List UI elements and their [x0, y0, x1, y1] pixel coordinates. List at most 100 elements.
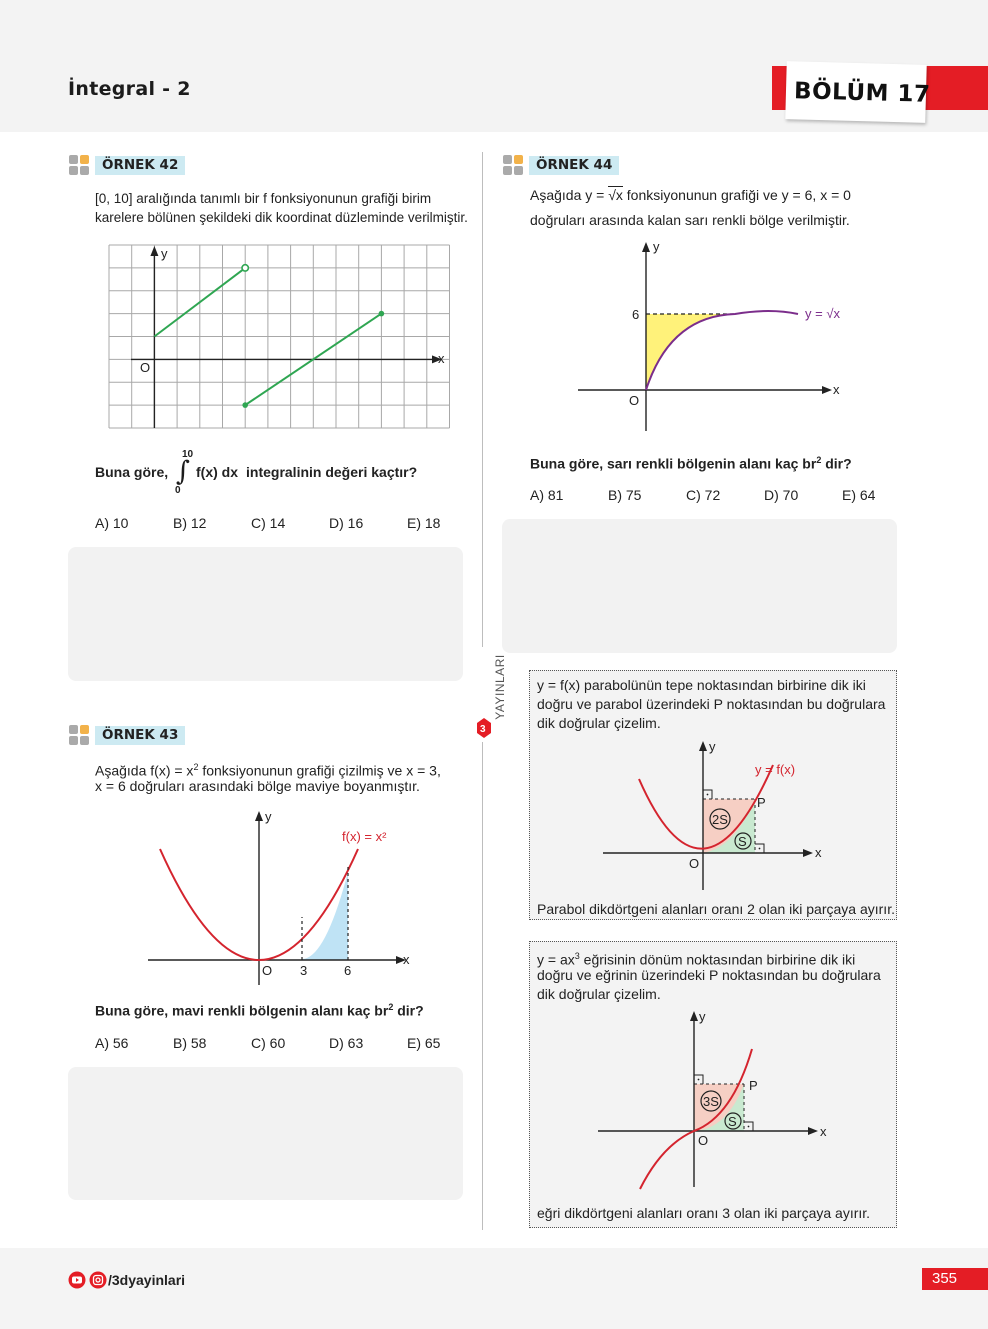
- info-box-parabola: [529, 670, 897, 920]
- label-s: S: [738, 834, 747, 849]
- origin-label: O: [629, 393, 639, 408]
- info1-text-2: doğru ve parabol üzerindeki P noktasında…: [537, 696, 886, 712]
- option-b[interactable]: B) 75: [608, 487, 642, 503]
- chapter-title: İntegral - 2: [68, 78, 191, 100]
- info2-text-2: doğru ve eğrinin üzerindeki P noktasında…: [537, 967, 881, 983]
- example-43-text-1: Aşağıda f(x) = x2 fonksiyonunun grafiği …: [95, 762, 441, 779]
- x-axis-label: x: [815, 845, 822, 860]
- example-tag: ÖRNEK 43: [95, 725, 186, 745]
- info2-text-3: dik doğrular çizelim.: [537, 986, 661, 1002]
- grid-lines: [108, 244, 450, 429]
- option-c[interactable]: C) 14: [251, 515, 286, 531]
- social-handle[interactable]: /3dyayinlari: [68, 1271, 185, 1289]
- y-axis-label: y: [699, 1009, 706, 1024]
- option-a[interactable]: A) 10: [95, 515, 129, 531]
- tick-6: 6: [632, 307, 639, 322]
- option-e[interactable]: E) 64: [842, 487, 876, 503]
- option-d[interactable]: D) 63: [329, 1035, 364, 1051]
- column-divider: [482, 742, 483, 1230]
- example-43-label: ÖRNEK 43: [68, 724, 186, 746]
- x-axis-arrow: [432, 355, 442, 364]
- origin-label: O: [140, 360, 150, 375]
- example-43-graph: y x O 3 6 f(x) = x²: [148, 809, 410, 985]
- option-c[interactable]: C) 60: [251, 1035, 286, 1051]
- option-c[interactable]: C) 72: [686, 487, 721, 503]
- label-2s-circle: [709, 808, 731, 830]
- parabola: [159, 848, 359, 961]
- label-s-circle: [724, 1112, 742, 1130]
- example-tag: ÖRNEK 42: [95, 155, 186, 175]
- page-number: 355: [932, 1270, 958, 1287]
- point-p-label: P: [757, 795, 766, 810]
- example-tag: ÖRNEK 44: [529, 155, 620, 175]
- open-endpoint: [241, 263, 250, 272]
- integrand: f(x) dx: [196, 464, 238, 480]
- blue-region: [302, 872, 348, 960]
- y-axis-arrow: [690, 1011, 698, 1021]
- origin-label: O: [689, 856, 699, 871]
- graph-segment-2: [244, 312, 382, 406]
- x-axis-arrow: [803, 849, 813, 857]
- info2-graph: 3S S y x O P: [598, 1009, 827, 1190]
- curve-label: y = √x: [805, 306, 840, 321]
- cubic-curve: [639, 1048, 753, 1190]
- publisher-label: YAYINLARI: [493, 654, 507, 720]
- example-44-text-2: doğruları arasında kalan sarı renkli böl…: [530, 212, 850, 228]
- integral-upper-bound: 10: [182, 449, 194, 460]
- option-b[interactable]: B) 12: [173, 515, 207, 531]
- closed-endpoint-2: [378, 310, 385, 317]
- info1-text-1: y = f(x) parabolünün tepe noktasından bi…: [537, 677, 866, 693]
- option-a[interactable]: A) 56: [95, 1035, 129, 1051]
- right-angle-bottom: [744, 1121, 754, 1131]
- info1-graph: 2S S y x O P y = f(x): [603, 739, 822, 890]
- point-p-label: P: [749, 1078, 758, 1093]
- x-axis-label: x: [403, 952, 410, 967]
- y-axis-arrow: [699, 741, 707, 751]
- label-s: S: [728, 1114, 737, 1129]
- option-e[interactable]: E) 18: [407, 515, 441, 531]
- example-42-answer-area[interactable]: [68, 547, 463, 681]
- info2-footer: eğri dikdörtgeni alanları oranı 3 olan i…: [537, 1205, 871, 1221]
- y-axis-arrow: [255, 811, 263, 821]
- tick-3: 3: [300, 963, 307, 978]
- grid-icon: [69, 725, 89, 745]
- instagram-icon: [89, 1271, 107, 1289]
- y-axis-arrow: [150, 246, 159, 256]
- example-42-question-prefix: Buna göre,: [95, 464, 169, 480]
- option-b[interactable]: B) 58: [173, 1035, 207, 1051]
- example-42-graph: y x O: [108, 244, 450, 429]
- example-42-label: ÖRNEK 42: [68, 154, 186, 176]
- example-42-text-1: [0, 10] aralığında tanımlı bir f fonksiy…: [95, 191, 432, 206]
- option-a[interactable]: A) 81: [530, 487, 564, 503]
- x-axis-arrow: [396, 956, 406, 964]
- origin-label: O: [698, 1133, 708, 1148]
- y-axis-label: y: [709, 739, 716, 754]
- region-s: [694, 1084, 744, 1131]
- y-axis-arrow: [642, 242, 650, 252]
- youtube-icon: [68, 1271, 86, 1289]
- grid-icon: [69, 155, 89, 175]
- integral-lower-bound: 0: [175, 485, 181, 496]
- example-42-text-2: karelere bölünen şekildeki dik koordinat…: [95, 210, 468, 225]
- info2-text-1: y = ax3 eğrisinin dönüm noktasından birb…: [537, 951, 856, 968]
- y-axis-label: y: [265, 809, 272, 824]
- integral-sign: ∫: [176, 456, 191, 487]
- label-s-circle: [734, 832, 752, 850]
- origin-label: O: [262, 963, 272, 978]
- x-axis-label: x: [820, 1124, 827, 1139]
- option-d[interactable]: D) 16: [329, 515, 364, 531]
- example-43-options: A) 56 B) 58 C) 60 D) 63 E) 65: [95, 1035, 485, 1051]
- example-44-question: Buna göre, sarı renkli bölgenin alanı ka…: [530, 455, 852, 472]
- label-3s: 3S: [703, 1094, 719, 1109]
- example-44-answer-area[interactable]: [502, 519, 897, 653]
- column-divider: [482, 152, 483, 647]
- option-e[interactable]: E) 65: [407, 1035, 441, 1051]
- example-43-answer-area[interactable]: [68, 1067, 463, 1200]
- label-2s: 2S: [712, 812, 728, 827]
- example-43-question: Buna göre, mavi renkli bölgenin alanı ka…: [95, 1002, 424, 1019]
- right-angle-top: [703, 789, 713, 799]
- page-number-badge: [922, 1268, 988, 1290]
- publisher-logo-icon: 3: [477, 718, 491, 738]
- x-axis-arrow: [808, 1127, 818, 1135]
- option-d[interactable]: D) 70: [764, 487, 799, 503]
